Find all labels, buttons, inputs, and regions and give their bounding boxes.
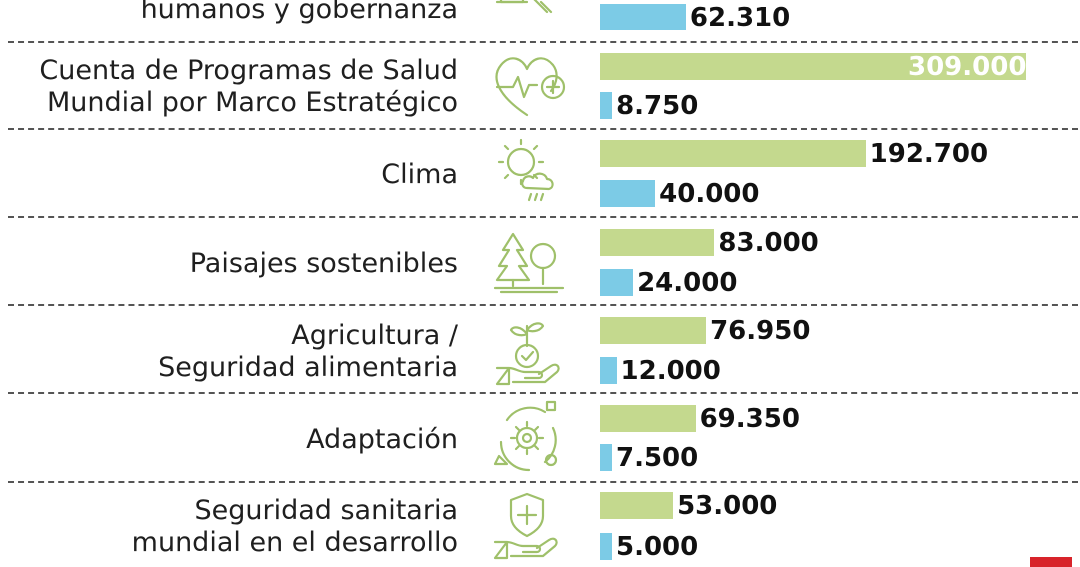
row-divider bbox=[8, 392, 1078, 394]
heart-health-icon bbox=[484, 45, 570, 125]
value-label: 53.000 bbox=[677, 491, 778, 521]
bar-blue bbox=[600, 269, 634, 296]
value-label: 24.000 bbox=[637, 268, 738, 298]
row-divider bbox=[8, 481, 1078, 483]
bar-green bbox=[600, 405, 696, 432]
bar-green bbox=[600, 317, 707, 344]
gavel-icon bbox=[484, 0, 570, 46]
plant-hand-icon bbox=[484, 310, 570, 390]
category-label: Paisajes sostenibles bbox=[189, 248, 458, 279]
row-divider bbox=[8, 41, 1078, 43]
forest-icon bbox=[484, 222, 570, 302]
value-label: 69.350 bbox=[699, 404, 800, 434]
health-shield-hand-icon bbox=[484, 486, 570, 566]
bar-blue bbox=[600, 357, 617, 384]
value-label: 62.310 bbox=[689, 3, 791, 33]
bar-green bbox=[600, 53, 1026, 80]
value-label: 83.000 bbox=[718, 228, 819, 258]
category-label: Clima bbox=[381, 159, 458, 190]
brand-corner-mark bbox=[1030, 557, 1072, 567]
category-label: Agricultura / Seguridad alimentaria bbox=[158, 320, 458, 383]
value-label: 12.000 bbox=[620, 356, 721, 386]
value-label: 192.700 bbox=[869, 139, 989, 169]
bar-blue bbox=[600, 4, 686, 30]
bar-green bbox=[600, 140, 866, 167]
weather-icon bbox=[484, 132, 570, 212]
row-divider bbox=[8, 128, 1078, 130]
bar-blue bbox=[600, 444, 612, 471]
bar-blue bbox=[600, 92, 613, 119]
category-label: Cuenta de Programas de Salud Mundial por… bbox=[39, 55, 458, 118]
bar-blue bbox=[600, 533, 612, 560]
value-label: 40.000 bbox=[659, 179, 760, 209]
value-label: 309.000 bbox=[908, 52, 1027, 82]
category-label: Adaptación bbox=[306, 424, 458, 455]
category-label: humanos y gobernanza bbox=[140, 0, 458, 25]
bar-blue bbox=[600, 180, 656, 207]
bar-green bbox=[600, 229, 715, 256]
value-label: 76.950 bbox=[710, 316, 811, 346]
bar-green bbox=[600, 492, 674, 519]
value-label: 7.500 bbox=[616, 443, 699, 473]
value-label: 5.000 bbox=[616, 532, 699, 562]
category-label: Seguridad sanitaria mundial en el desarr… bbox=[131, 495, 458, 558]
value-label: 8.750 bbox=[616, 91, 699, 121]
row-divider bbox=[8, 304, 1078, 306]
row-divider bbox=[8, 216, 1078, 218]
cycle-gear-icon bbox=[484, 398, 570, 478]
